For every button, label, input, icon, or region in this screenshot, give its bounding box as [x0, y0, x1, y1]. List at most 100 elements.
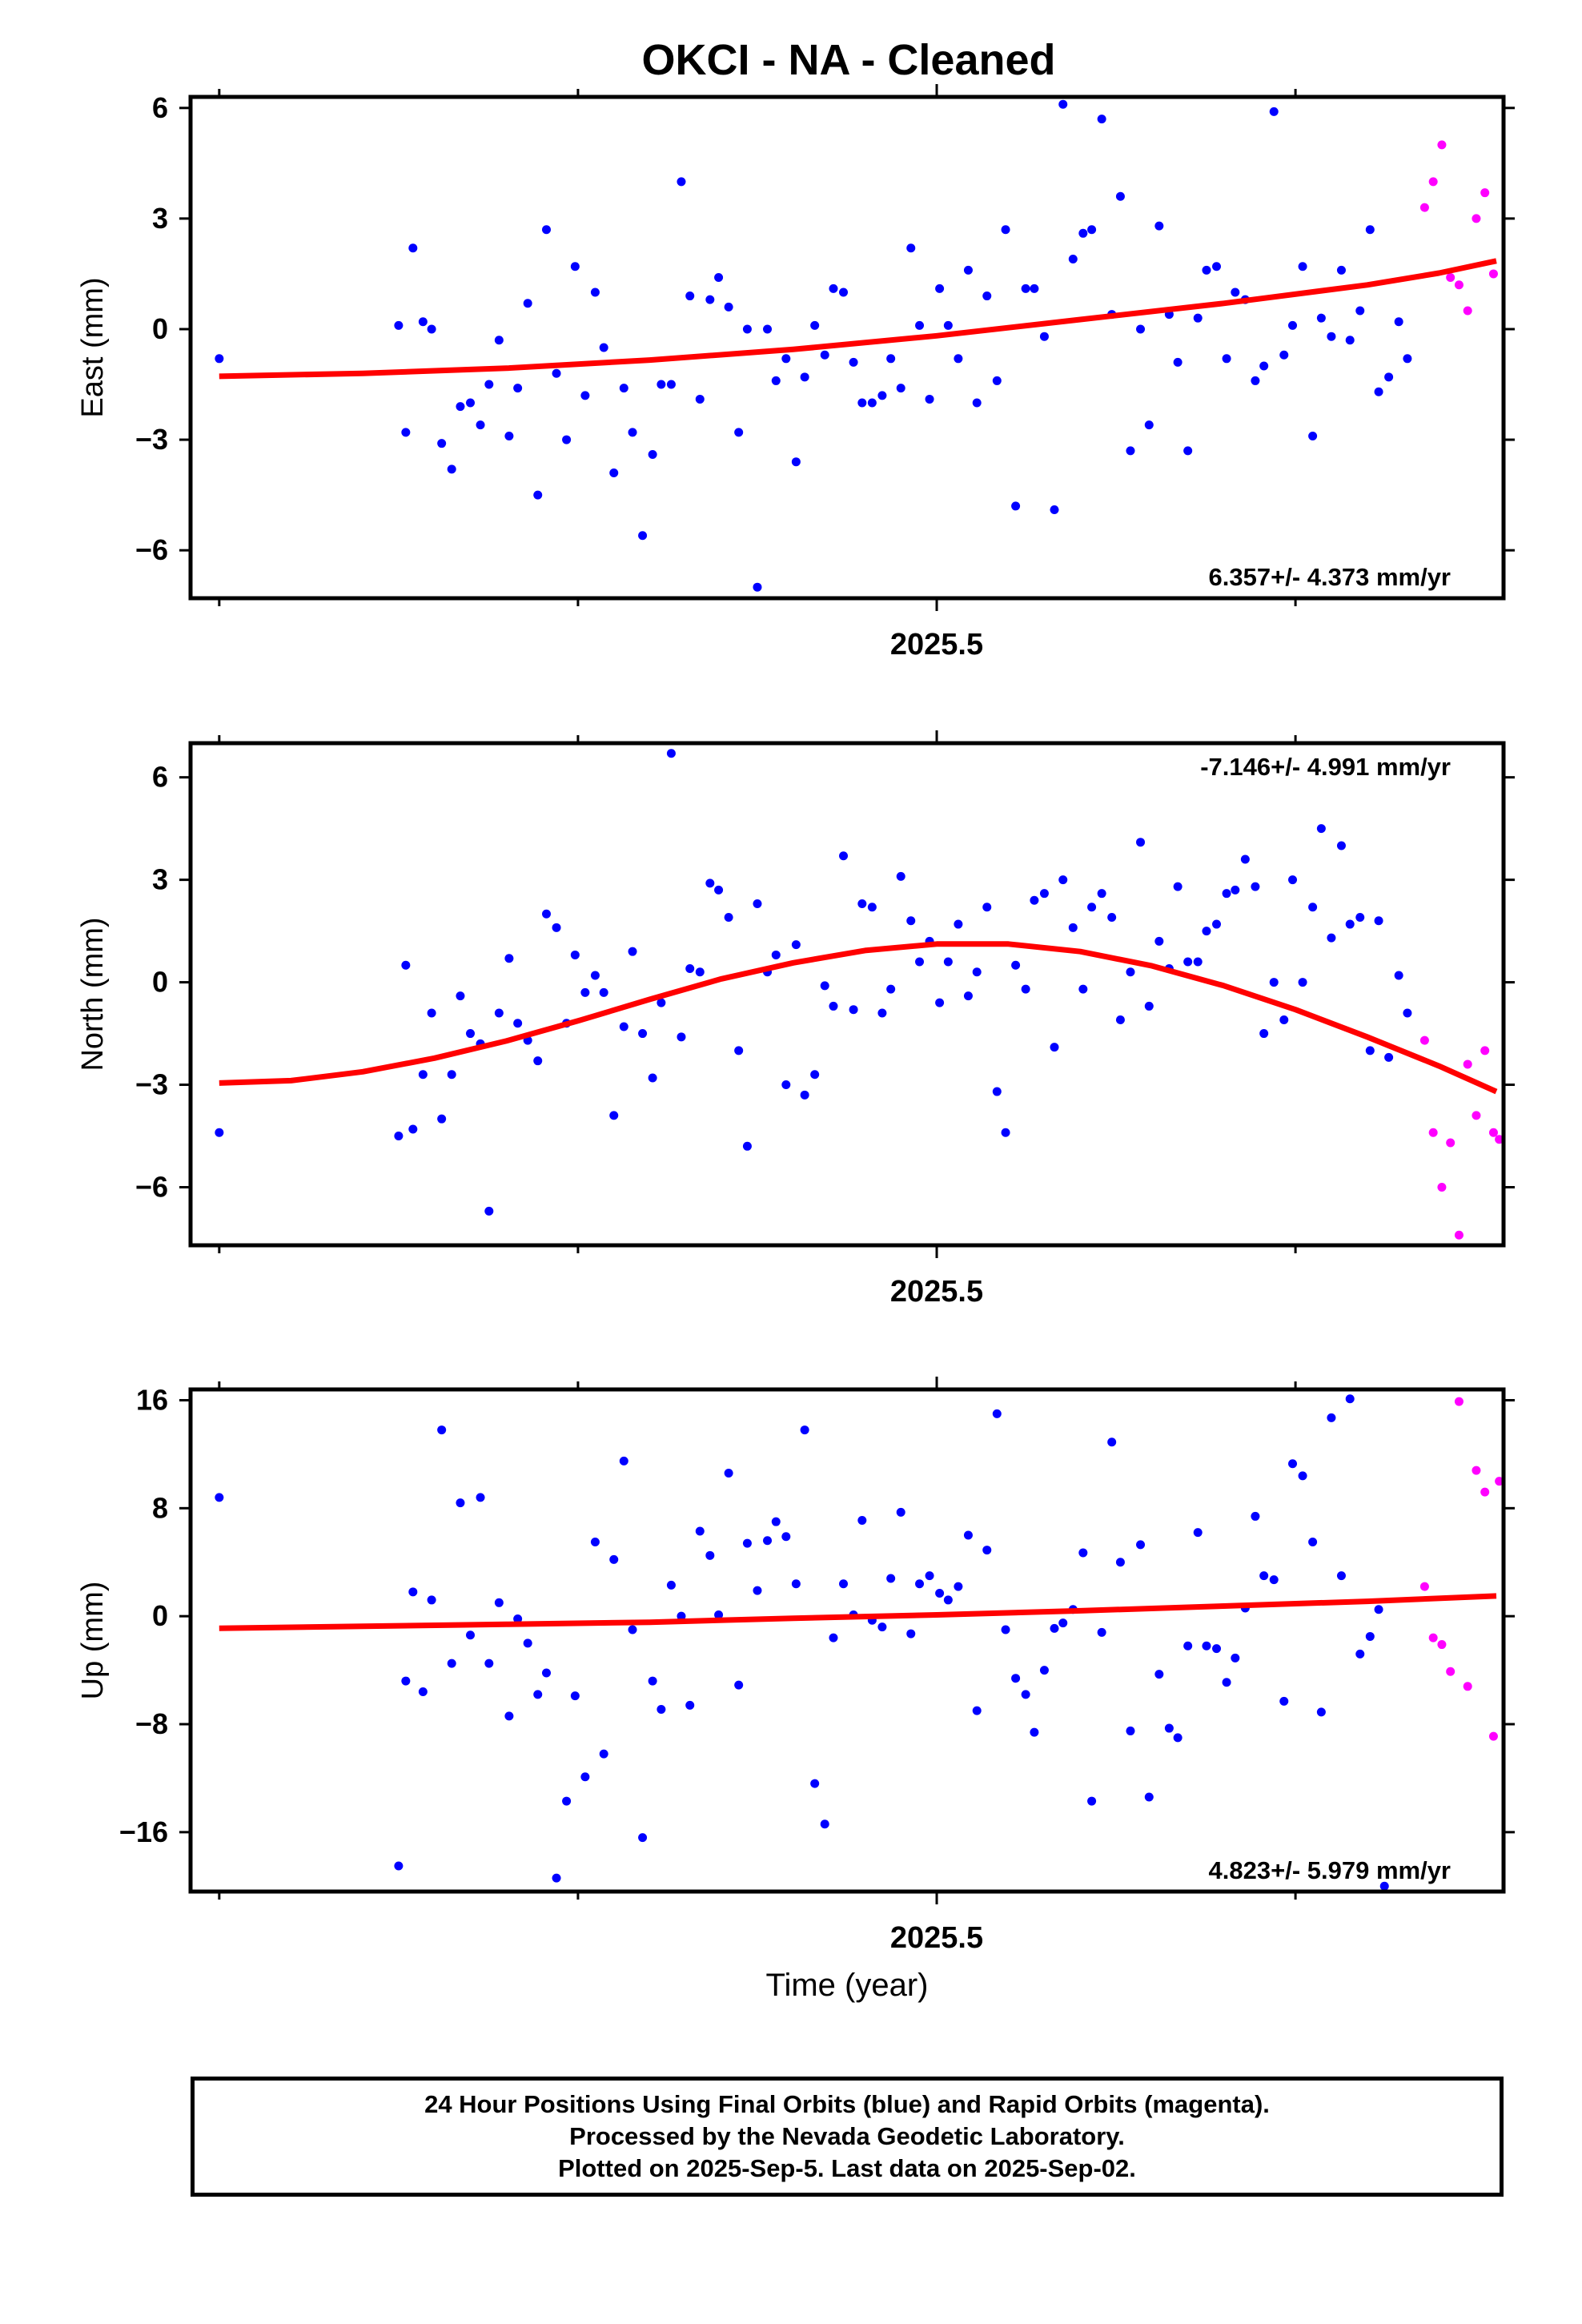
final-point	[781, 354, 791, 364]
final-point	[943, 320, 953, 330]
final-point	[1308, 431, 1318, 440]
final-point	[1384, 1052, 1394, 1062]
final-point	[1202, 265, 1211, 275]
final-point	[656, 1704, 666, 1714]
rapid-point	[1446, 1667, 1456, 1676]
final-point	[791, 457, 801, 467]
rapid-point	[1419, 1582, 1429, 1591]
final-point	[1251, 376, 1260, 385]
final-point	[580, 391, 590, 400]
final-point	[656, 380, 666, 389]
final-point	[925, 394, 934, 404]
rapid-point	[1428, 177, 1438, 187]
final-point	[1384, 372, 1394, 382]
final-point	[791, 1579, 801, 1589]
final-point	[1097, 889, 1106, 899]
final-point	[666, 1580, 676, 1590]
final-point	[896, 1507, 905, 1517]
final-point	[1087, 1796, 1097, 1806]
final-point	[829, 1001, 838, 1011]
final-point	[628, 947, 637, 956]
final-point	[513, 384, 523, 393]
final-point	[781, 1532, 791, 1542]
final-point	[1154, 1670, 1164, 1679]
final-point	[1183, 957, 1193, 967]
final-point	[1154, 936, 1164, 946]
final-point	[437, 1425, 447, 1435]
final-point	[935, 998, 945, 1007]
y-tick-label: 0	[152, 966, 168, 999]
final-point	[1068, 923, 1078, 932]
final-point	[954, 919, 963, 929]
final-point	[1039, 1666, 1049, 1675]
final-point	[1136, 1540, 1146, 1550]
rate-label: -7.146+/- 4.991 mm/yr	[1200, 753, 1451, 781]
final-point	[1001, 1128, 1010, 1137]
final-point	[1279, 350, 1289, 360]
final-point	[215, 1128, 224, 1137]
final-point	[533, 1690, 543, 1699]
final-point	[1001, 1625, 1010, 1634]
final-point	[1078, 984, 1088, 994]
final-point	[394, 1132, 404, 1141]
final-point	[1164, 1723, 1174, 1733]
final-point	[1231, 885, 1240, 895]
final-point	[570, 950, 580, 959]
rapid-point	[1472, 1466, 1481, 1475]
final-point	[570, 1691, 580, 1701]
final-point	[867, 903, 877, 912]
final-point	[1021, 283, 1030, 293]
rapid-point	[1488, 269, 1498, 279]
rapid-point	[1495, 1477, 1504, 1486]
final-point	[886, 354, 896, 364]
rapid-point	[1419, 203, 1429, 212]
plot-frame	[188, 1387, 1506, 1894]
rapid-point	[1419, 1035, 1429, 1045]
rapid-point	[1488, 1128, 1498, 1137]
final-point	[1107, 1437, 1117, 1447]
final-point	[954, 354, 963, 364]
final-point	[552, 1873, 561, 1883]
final-point	[954, 1582, 963, 1591]
final-point	[705, 295, 715, 304]
final-point	[656, 998, 666, 1007]
final-point	[867, 398, 877, 408]
final-point	[619, 1022, 628, 1031]
final-point	[562, 1796, 572, 1806]
final-point	[1011, 1674, 1021, 1683]
rapid-point	[1428, 1633, 1438, 1642]
final-point	[1050, 1623, 1059, 1633]
final-point	[1001, 225, 1010, 235]
final-point	[677, 1032, 686, 1042]
final-point	[1231, 287, 1240, 297]
final-point	[1115, 1015, 1125, 1024]
final-point	[1212, 919, 1222, 929]
final-point	[394, 320, 404, 330]
final-point	[677, 1611, 686, 1621]
final-point	[810, 1779, 820, 1788]
final-point	[1154, 221, 1164, 231]
final-point	[513, 1614, 523, 1624]
final-point	[408, 1587, 418, 1597]
final-point	[1269, 1575, 1279, 1585]
final-point	[714, 1610, 724, 1619]
final-point	[1193, 957, 1203, 967]
final-point	[705, 1550, 715, 1560]
final-point	[849, 357, 858, 367]
final-point	[829, 1633, 838, 1642]
final-point	[570, 262, 580, 271]
final-point	[1374, 387, 1383, 396]
final-point	[753, 899, 762, 908]
final-point	[695, 967, 705, 977]
final-point	[1316, 313, 1326, 323]
final-point	[1050, 1043, 1059, 1052]
final-point	[599, 343, 608, 352]
final-point	[963, 1530, 973, 1540]
final-point	[523, 1638, 532, 1648]
final-point	[724, 1469, 733, 1478]
final-point	[753, 1586, 762, 1595]
final-point	[763, 1536, 773, 1546]
final-point	[1259, 361, 1269, 371]
chart-title: OKCI - NA - Cleaned	[641, 36, 1056, 84]
x-axis-label: Time (year)	[766, 1968, 929, 2003]
